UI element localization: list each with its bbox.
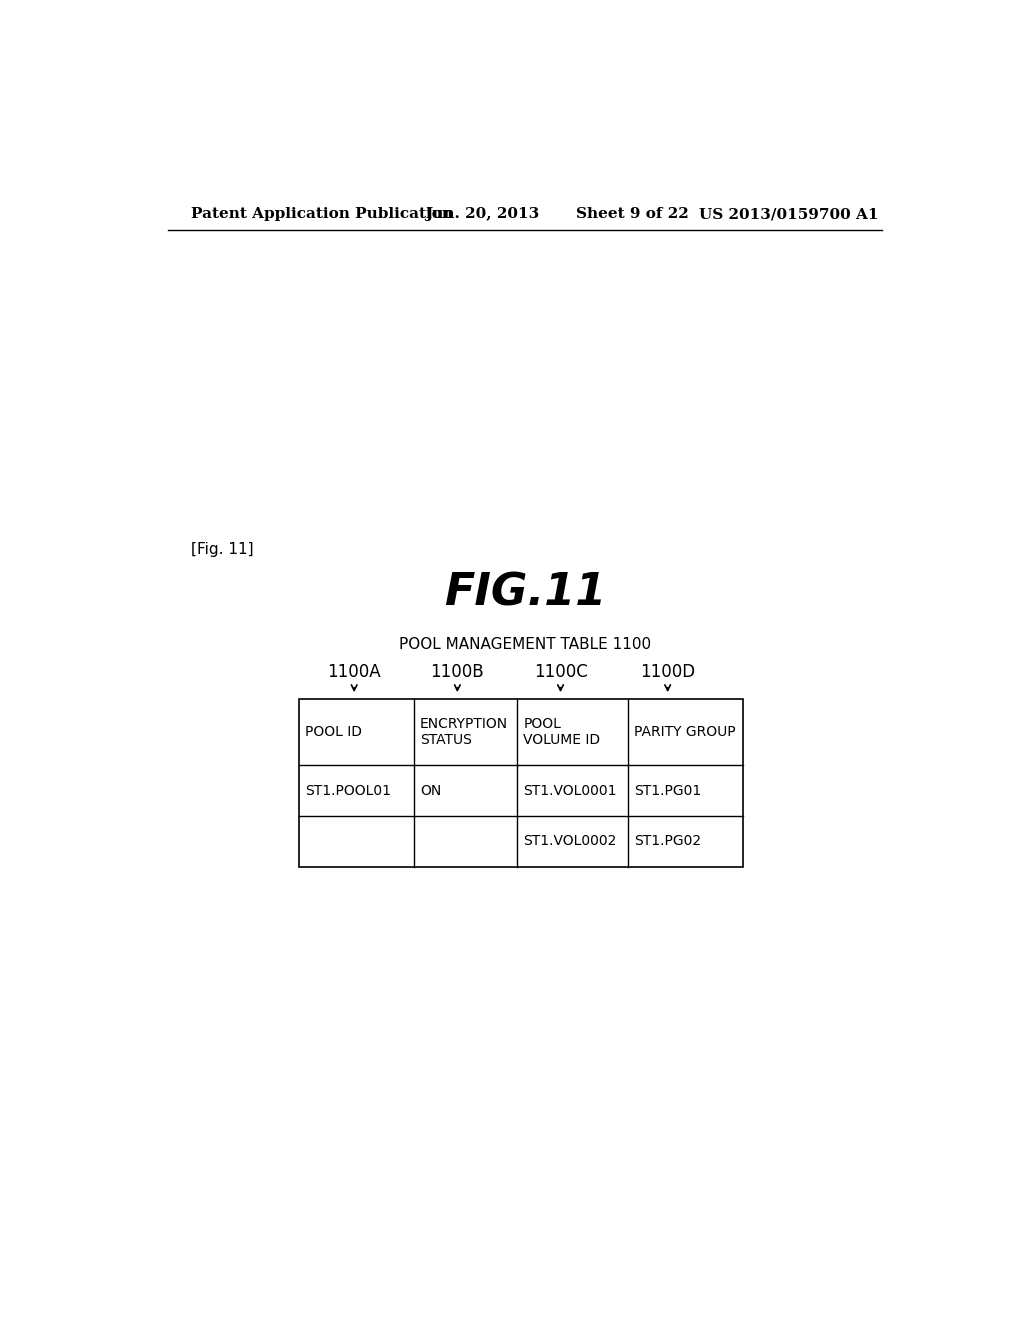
Text: [Fig. 11]: [Fig. 11] — [191, 543, 254, 557]
Text: 1100D: 1100D — [640, 663, 695, 681]
Text: FIG.11: FIG.11 — [443, 572, 606, 615]
Text: ST1.PG02: ST1.PG02 — [634, 834, 701, 849]
Bar — [299, 700, 743, 867]
Text: 1100C: 1100C — [534, 663, 588, 681]
Text: ENCRYPTION
STATUS: ENCRYPTION STATUS — [420, 717, 508, 747]
Text: POOL MANAGEMENT TABLE 1100: POOL MANAGEMENT TABLE 1100 — [398, 636, 651, 652]
Text: ON: ON — [420, 784, 441, 797]
Text: PARITY GROUP: PARITY GROUP — [634, 725, 736, 739]
Text: ST1.POOL01: ST1.POOL01 — [305, 784, 391, 797]
Text: POOL ID: POOL ID — [305, 725, 361, 739]
Text: ST1.VOL0002: ST1.VOL0002 — [523, 834, 616, 849]
Text: Sheet 9 of 22: Sheet 9 of 22 — [577, 207, 689, 222]
Text: ST1.PG01: ST1.PG01 — [634, 784, 701, 797]
Text: 1100A: 1100A — [328, 663, 381, 681]
Text: Patent Application Publication: Patent Application Publication — [191, 207, 454, 222]
Text: US 2013/0159700 A1: US 2013/0159700 A1 — [699, 207, 879, 222]
Text: 1100B: 1100B — [430, 663, 484, 681]
Text: POOL
VOLUME ID: POOL VOLUME ID — [523, 717, 600, 747]
Text: Jun. 20, 2013: Jun. 20, 2013 — [426, 207, 540, 222]
Text: ST1.VOL0001: ST1.VOL0001 — [523, 784, 616, 797]
